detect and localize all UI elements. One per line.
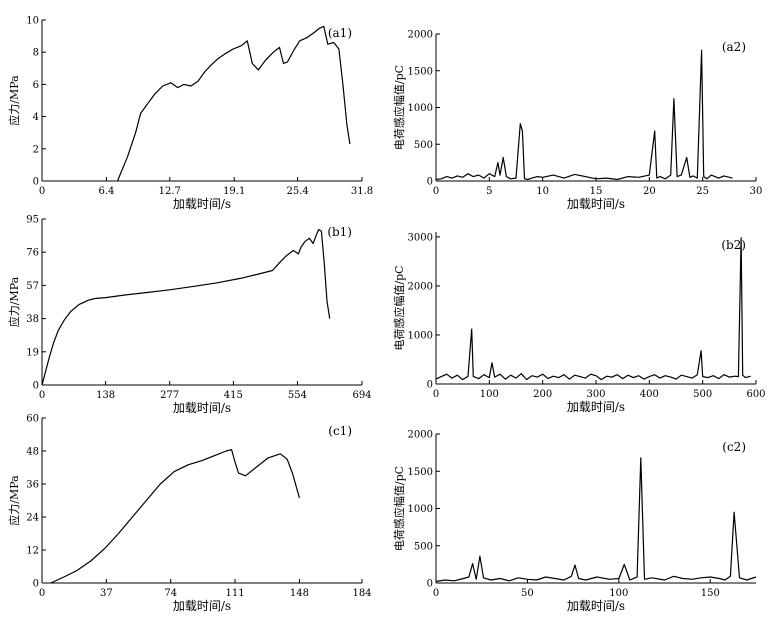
y-tick-label-b2: 0 (427, 380, 433, 391)
panel-label-c1: (c1) (328, 424, 352, 438)
y-tick-label-a2: 0 (427, 177, 433, 188)
x-tick-label-b2: 500 (693, 389, 712, 400)
x-tick-label-c1: 184 (352, 588, 371, 599)
y-tick-label-a2: 1500 (408, 66, 433, 77)
chart-b1: 0 138 277 415 554 694 0 19 38 57 76 95 加载时间/s 应力/MPa (… (7, 215, 372, 416)
x-tick-label-a1: 6.4 (98, 186, 114, 197)
y-tick-label-c1: 0 (33, 579, 39, 590)
x-tick-label-b1: 0 (39, 390, 45, 401)
x-tick-label-b1: 694 (352, 390, 371, 401)
y-tick-label-a1: 10 (26, 16, 39, 27)
x-tick-label-a1: 31.8 (351, 186, 373, 197)
x-tick-label-a2: 10 (536, 186, 549, 197)
panel-label-a2: (a2) (722, 40, 746, 54)
x-tick-label-c1: 37 (100, 588, 113, 599)
y-tick-label-a2: 500 (414, 140, 433, 151)
y-tick-label-b1: 0 (33, 381, 39, 392)
y-tick-label-b1: 95 (26, 215, 39, 226)
y-tick-label-b1: 76 (26, 248, 39, 259)
x-tick-label-a1: 25.4 (286, 186, 308, 197)
x-tick-label-b1: 277 (160, 390, 179, 401)
y-axis-label-c1: 应力/MPa (7, 475, 21, 526)
chart-c2: 0 50 100 1500500100015002000加载时间/s电荷感应幅值/pC… (392, 430, 757, 613)
y-tick-label-c2: 1500 (408, 467, 433, 478)
x-tick-label-b2: 200 (533, 389, 552, 400)
x-tick-label-b1: 554 (288, 390, 307, 401)
x-tick-label-b1: 415 (224, 390, 243, 401)
panel-label-b2: (b2) (721, 238, 746, 252)
x-tick-label-b2: 300 (586, 389, 605, 400)
x-tick-label-a2: 25 (696, 186, 709, 197)
x-tick-label-a2: 5 (486, 186, 492, 197)
y-tick-label-c1: 36 (26, 480, 39, 491)
y-axis-label-b1: 应力/MPa (7, 276, 21, 327)
x-tick-label-b2: 100 (480, 389, 499, 400)
y-tick-label-c2: 0 (427, 579, 433, 590)
y-tick-label-a1: 6 (33, 80, 39, 91)
chart-a1: 0 6.4 12.7 19.1 25.4 31.8 0 2 4 6 8 10 加载时间/s 应力/MPa (… (7, 16, 373, 212)
panel-label-c2: (c2) (722, 440, 746, 454)
chart-b2: 0 100 200 300 400 500 600 0 1000 2000 3000 加载时间/s 电荷… (392, 232, 766, 414)
y-tick-label-a1: 0 (33, 177, 39, 188)
x-axis-label-a2: 加载时间/s (567, 197, 625, 211)
y-tick-label-c2: 2000 (408, 430, 433, 441)
series-line-b1 (41, 228, 331, 386)
x-tick-label-a1: 12.7 (159, 186, 181, 197)
series-line-c2 (435, 457, 757, 583)
x-tick-label-a2: 20 (643, 186, 656, 197)
y-axis-label-a2: 电荷感应幅值/pC (392, 65, 406, 150)
y-tick-label-c1: 24 (26, 513, 39, 524)
x-tick-label-c2: 150 (701, 588, 720, 599)
y-tick-label-c2: 1000 (408, 504, 433, 515)
x-tick-label-c1: 148 (290, 588, 309, 599)
x-tick-label-a1: 19.1 (223, 186, 245, 197)
series-line-a1 (116, 25, 351, 182)
y-tick-label-a2: 2000 (408, 30, 433, 41)
y-tick-label-b2: 2000 (408, 281, 433, 292)
y-tick-label-b1: 38 (26, 314, 39, 325)
x-tick-label-b1: 138 (96, 390, 115, 401)
series-line-a2 (435, 49, 733, 181)
y-tick-label-a1: 4 (33, 112, 39, 123)
panel-label-a1: (a1) (328, 26, 352, 40)
y-tick-label-a1: 2 (33, 144, 39, 155)
y-tick-label-c1: 48 (26, 447, 39, 458)
y-tick-label-c1: 60 (26, 414, 39, 425)
x-axis-label-b1: 加载时间/s (173, 401, 231, 415)
y-axis-label-b2: 电荷感应幅值/pC (392, 265, 406, 350)
x-tick-label-c1: 111 (225, 588, 244, 599)
x-axis-label-a1: 加载时间/s (173, 197, 231, 211)
x-tick-label-c1: 74 (164, 588, 177, 599)
series-line-b2 (435, 237, 751, 381)
x-tick-label-b2: 0 (433, 389, 439, 400)
x-axis-label-c2: 加载时间/s (567, 599, 625, 613)
x-tick-label-c2: 100 (609, 588, 628, 599)
chart-a2: 0 5 10 15 20 25 30 0 500 1000 1500 2000 加载时间/s 电荷感应幅值… (392, 30, 762, 212)
series-line-c1 (50, 449, 300, 584)
y-tick-label-a2: 1000 (408, 103, 433, 114)
x-tick-label-c1: 0 (39, 588, 45, 599)
x-tick-label-a2: 15 (590, 186, 603, 197)
y-tick-label-a1: 8 (33, 48, 39, 59)
x-axis-label-b2: 加载时间/s (567, 400, 625, 414)
x-tick-label-a1: 0 (39, 186, 45, 197)
y-tick-label-c2: 500 (414, 541, 433, 552)
x-tick-label-c2: 50 (521, 588, 534, 599)
y-tick-label-b1: 57 (26, 281, 39, 292)
y-axis-label-a1: 应力/MPa (7, 75, 21, 126)
y-axis-label-c2: 电荷感应幅值/pC (392, 466, 406, 551)
panel-label-b1: (b1) (327, 225, 352, 239)
y-tick-label-b2: 1000 (408, 330, 433, 341)
x-tick-label-b2: 400 (640, 389, 659, 400)
chart-c1: 0 37 74 111 148 184 0 12 24 36 48 60 加载时间/s 应力/MPa (c1… (7, 414, 372, 614)
x-tick-label-c2: 0 (433, 588, 439, 599)
x-tick-label-a2: 0 (433, 186, 439, 197)
x-tick-label-b2: 600 (746, 389, 765, 400)
y-tick-label-b1: 19 (26, 347, 39, 358)
y-tick-label-b2: 3000 (408, 232, 433, 243)
x-tick-label-a2: 30 (750, 186, 763, 197)
y-tick-label-c1: 12 (26, 546, 39, 557)
x-axis-label-c1: 加载时间/s (173, 599, 231, 613)
